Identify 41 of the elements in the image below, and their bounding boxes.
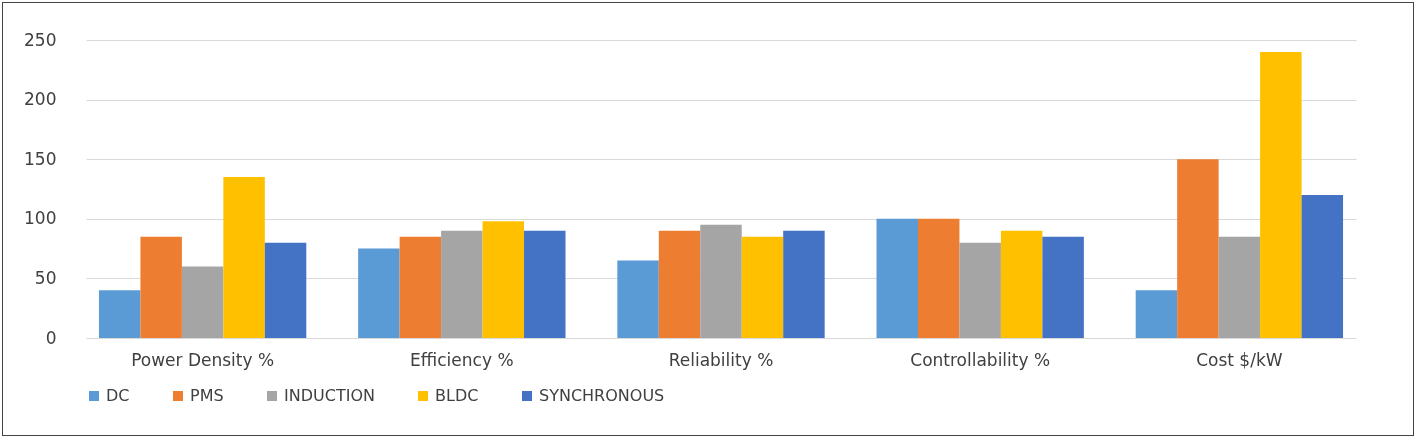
x-tick-label: Power Density % <box>131 349 275 370</box>
bar <box>1177 159 1219 338</box>
bar <box>524 230 566 338</box>
bar <box>181 266 224 338</box>
bar <box>959 242 1001 338</box>
bar <box>399 236 442 338</box>
y-tick-label: 100 <box>24 208 57 229</box>
bar <box>1218 236 1261 338</box>
bar <box>783 230 825 338</box>
bar <box>1301 194 1344 338</box>
y-tick-label: 50 <box>34 267 57 288</box>
legend-label: BLDC <box>435 386 479 405</box>
y-tick-label: 200 <box>24 89 57 110</box>
bar <box>1042 236 1084 338</box>
legend-label: INDUCTION <box>284 386 375 405</box>
bar <box>223 177 265 338</box>
x-tick-label: Reliability % <box>668 349 774 370</box>
x-tick-label: Cost $/kW <box>1196 349 1283 370</box>
y-tick-label: 250 <box>24 29 57 50</box>
x-tick-label: Controllability % <box>910 349 1051 370</box>
legend-label: PMS <box>190 386 224 405</box>
bar <box>876 218 918 338</box>
legend-label: SYNCHRONOUS <box>539 386 665 405</box>
bar <box>658 230 701 338</box>
bar <box>1000 230 1043 338</box>
bar <box>482 221 525 338</box>
legend-label: DC <box>106 386 130 405</box>
bar <box>1135 290 1178 338</box>
bar <box>617 260 659 338</box>
bar <box>358 248 400 338</box>
bar <box>1260 51 1302 338</box>
bar <box>917 218 960 338</box>
bar <box>98 290 141 338</box>
bar <box>741 236 784 338</box>
bar <box>264 242 307 338</box>
bar <box>441 230 483 338</box>
x-tick-label: Efficiency % <box>410 349 514 370</box>
bar <box>700 224 742 338</box>
y-tick-label: 0 <box>45 327 57 348</box>
bar <box>140 236 182 338</box>
y-tick-label: 150 <box>24 148 57 169</box>
